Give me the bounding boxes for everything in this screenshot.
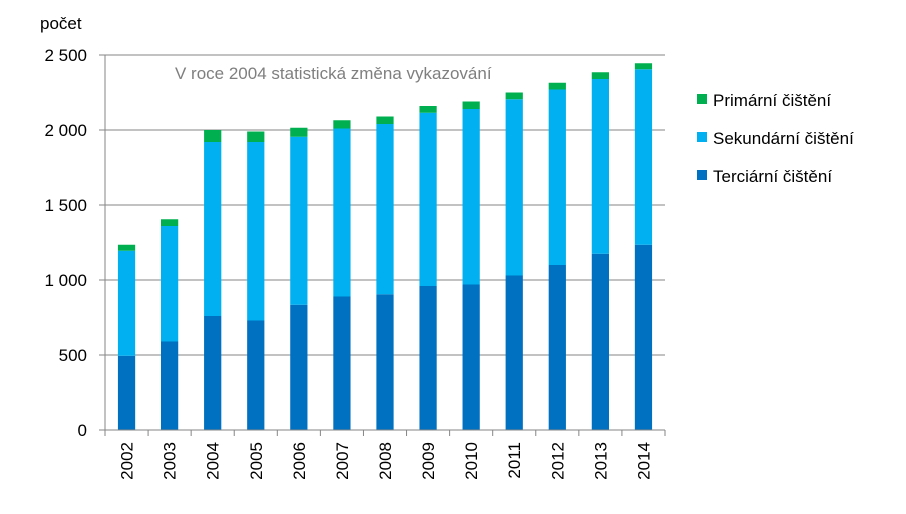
x-tick-label: 2012 — [548, 442, 567, 480]
x-tick-label: 2003 — [161, 442, 180, 480]
y-tick-label: 500 — [59, 346, 87, 365]
bar-segment — [161, 219, 179, 226]
bar-segment — [161, 226, 179, 342]
bar-segment — [117, 250, 136, 356]
legend-label: Terciární čištění — [713, 167, 832, 186]
bar-segment — [505, 99, 523, 276]
legend: Primární čištění Sekundární čištění Terciá… — [697, 91, 854, 186]
bar-segment — [548, 265, 566, 430]
bar-segment — [376, 294, 394, 430]
y-tick-labels: 0 500 1 000 1 500 2 000 2 500 — [44, 46, 87, 440]
x-tick-label: 2006 — [290, 442, 309, 480]
bar-segment — [247, 142, 265, 321]
bar-segment — [419, 112, 437, 286]
bar-segment — [419, 106, 437, 113]
x-tick-label: 2007 — [333, 442, 352, 480]
legend-label: Sekundární čištění — [713, 129, 854, 148]
legend-swatch — [697, 94, 707, 104]
legend-swatch — [697, 170, 707, 180]
legend-swatch — [697, 132, 707, 142]
y-tick-label: 2 500 — [44, 46, 87, 65]
y-tick-label: 1 000 — [44, 271, 87, 290]
x-tick-label: 2010 — [462, 442, 481, 480]
bar-segment — [161, 341, 179, 430]
bar-segment — [548, 89, 566, 265]
bar-segment — [462, 101, 480, 109]
x-tick-label: 2004 — [204, 442, 223, 480]
x-tick-label: 2009 — [419, 442, 438, 480]
y-tick-label: 0 — [78, 421, 87, 440]
bar-segment — [591, 72, 609, 79]
bar-segment — [376, 116, 394, 124]
bar-segment — [333, 120, 351, 129]
bar-segment — [117, 244, 136, 251]
chart-annotation: V roce 2004 statistická změna vykazování — [175, 64, 492, 83]
bar-segment — [591, 79, 609, 254]
bar-segment — [591, 253, 609, 430]
x-tick-label: 2002 — [118, 442, 137, 480]
bars — [117, 63, 653, 430]
x-tick-label: 2013 — [591, 442, 610, 480]
bar-segment — [290, 136, 308, 305]
bar-segment — [204, 142, 222, 316]
y-tick-label: 2 000 — [44, 121, 87, 140]
bar-segment — [204, 316, 222, 430]
bar-segment — [634, 69, 653, 245]
x-tick-label: 2008 — [376, 442, 395, 480]
bar-segment — [548, 82, 566, 90]
bar-segment — [376, 124, 394, 295]
x-tick-label: 2011 — [505, 442, 524, 479]
bar-segment — [634, 63, 653, 70]
bar-segment — [247, 320, 265, 430]
bar-segment — [462, 284, 480, 430]
bar-segment — [247, 131, 265, 142]
y-axis-label: počet — [40, 14, 82, 33]
bar-segment — [290, 304, 308, 430]
bar-segment — [462, 109, 480, 285]
axes — [99, 54, 666, 436]
bar-segment — [204, 130, 222, 142]
bar-segment — [333, 296, 351, 430]
x-tick-labels: 2002 2003 2004 2005 2006 2007 2008 2009 2010 2011… — [118, 442, 654, 480]
bar-segment — [117, 355, 136, 430]
bar-segment — [634, 244, 653, 430]
x-tick-label: 2014 — [634, 442, 653, 480]
x-tick-label: 2005 — [247, 442, 266, 480]
bar-segment — [505, 92, 523, 100]
bar-segment — [419, 286, 437, 430]
y-tick-label: 1 500 — [44, 196, 87, 215]
bar-segment — [505, 275, 523, 430]
bar-segment — [333, 128, 351, 297]
legend-label: Primární čištění — [713, 91, 831, 110]
bar-segment — [290, 127, 308, 137]
